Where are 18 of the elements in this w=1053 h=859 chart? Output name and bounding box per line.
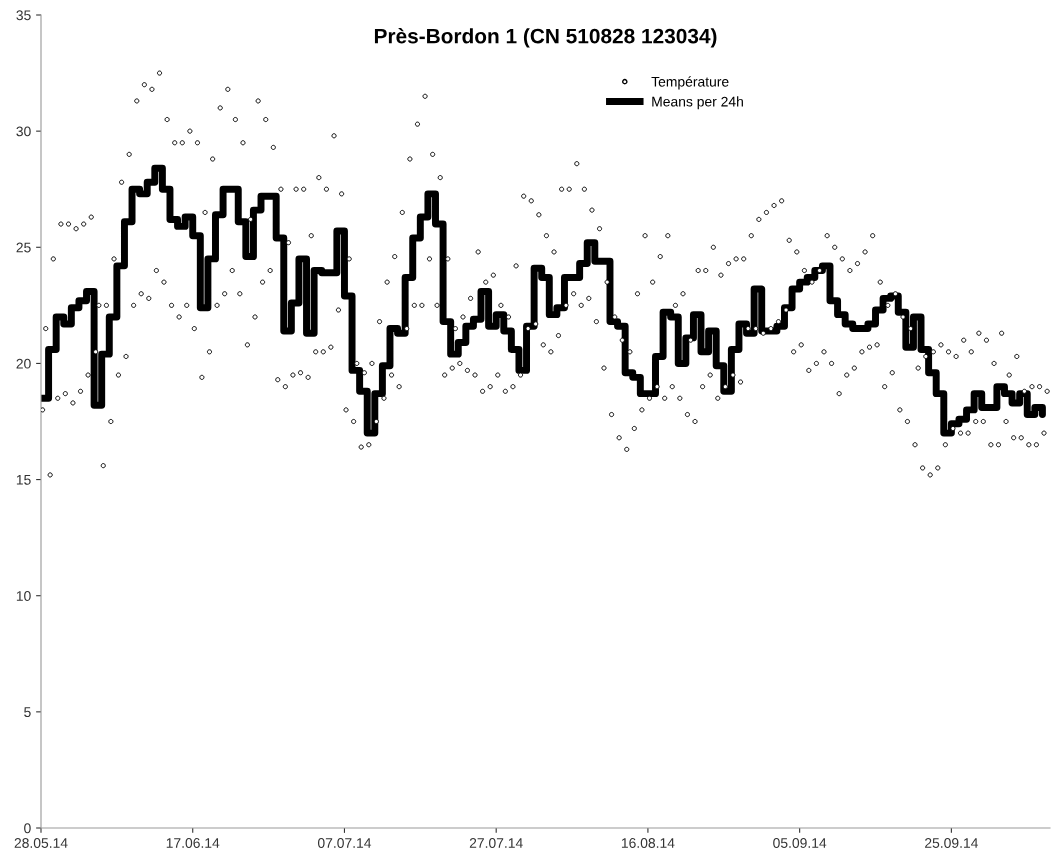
y-tick-label: 15: [16, 475, 31, 485]
x-tick-label: 25.09.14: [925, 838, 978, 848]
x-tick-label: 16.08.14: [621, 838, 675, 848]
x-tick-label: 17.06.14: [166, 838, 220, 848]
y-tick-label: 30: [16, 126, 31, 137]
legend-label: Means per 24h: [652, 96, 743, 110]
y-tick-label: 10: [16, 591, 31, 601]
y-tick-label: 5: [24, 707, 31, 718]
x-tick-label: 07.07.14: [317, 838, 372, 848]
y-tick-label: 0: [24, 823, 31, 834]
y-tick-label: 35: [16, 10, 31, 21]
x-tick-label: 05.09.14: [773, 838, 827, 848]
y-tick-label: 25: [16, 242, 31, 253]
text: Près-Bordon 1 (CN 510828 123034): [374, 27, 717, 48]
y-tick-label: 20: [16, 358, 31, 369]
x-tick-label: 27.07.14: [469, 838, 523, 848]
x-tick-label: 28.05.14: [14, 838, 68, 848]
legend-label: Température: [651, 76, 729, 90]
